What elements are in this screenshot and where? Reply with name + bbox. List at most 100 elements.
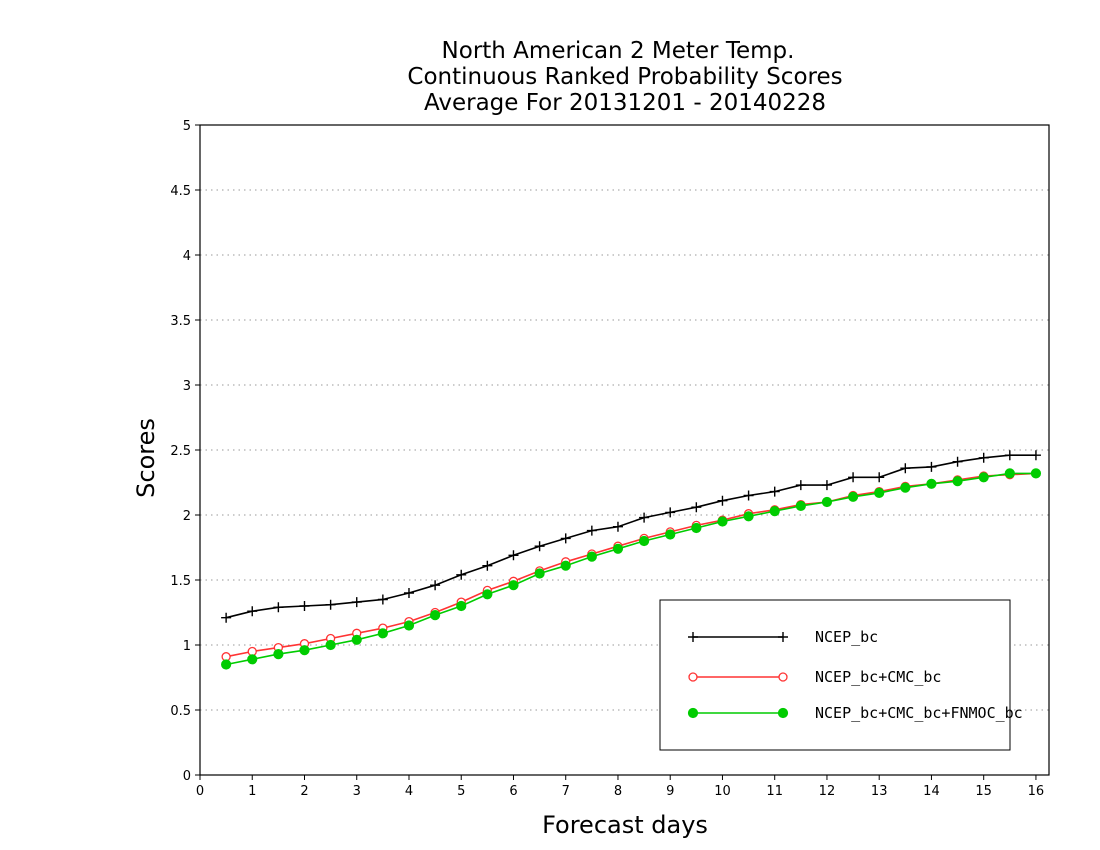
series-3-point — [795, 500, 806, 511]
legend-label: NCEP_bc — [815, 628, 878, 646]
x-tick-label: 12 — [819, 784, 836, 799]
legend-item-3: NCEP_bc+CMC_bc+FNMOC_bc — [687, 704, 1023, 722]
y-tick-label: 1 — [183, 639, 191, 654]
y-tick-label: 3.5 — [170, 314, 191, 329]
series-3-point — [821, 496, 833, 508]
series-3-point — [978, 472, 989, 483]
chart-title-line-1: North American 2 Meter Temp. — [442, 38, 795, 64]
x-axis-title: Forecast days — [542, 811, 708, 839]
series-3-point — [900, 482, 911, 493]
x-tick-label: 8 — [614, 784, 622, 799]
series-1-point — [769, 486, 780, 497]
legend-item-2: NCEP_bc+CMC_bc — [688, 668, 941, 686]
y-tick-label: 0 — [183, 769, 191, 784]
x-tick-label: 9 — [666, 784, 674, 799]
series-3-point — [247, 654, 258, 665]
x-tick-label: 5 — [457, 784, 465, 799]
series-1-point — [821, 480, 832, 491]
series-1-point — [508, 550, 519, 561]
chart-title-line-3: Average For 20131201 - 20140228 — [424, 90, 826, 116]
x-tick-label: 2 — [300, 784, 308, 799]
y-axis: 0 0.5 1 1.5 2 2.5 3 3.5 4 4.5 5 — [170, 119, 200, 784]
series-3-point — [273, 649, 284, 660]
series-1-point — [1004, 450, 1015, 461]
series-3-point — [717, 516, 728, 527]
x-tick-label: 13 — [871, 784, 888, 799]
x-tick-label: 7 — [562, 784, 570, 799]
x-tick-label: 14 — [923, 784, 940, 799]
x-tick-label: 1 — [248, 784, 256, 799]
series-3-point — [430, 610, 441, 621]
series-1-point — [717, 495, 728, 506]
y-tick-label: 5 — [183, 119, 191, 134]
x-axis: 0 1 2 3 4 5 6 7 8 9 10 11 12 13 14 15 16 — [196, 775, 1044, 799]
chart-title-line-2: Continuous Ranked Probability Scores — [407, 64, 842, 90]
legend-marker — [688, 632, 698, 642]
legend-items: NCEP_bc NCEP_bc+CMC_bc NCEP_bc+CMC_bc+FNMO… — [687, 628, 1023, 722]
series-1-point — [743, 490, 754, 501]
series-1 — [221, 450, 1041, 623]
chart-title: North American 2 Meter Temp. Continuous … — [407, 38, 842, 116]
legend-marker — [778, 632, 788, 642]
series-3-point — [351, 634, 362, 645]
series-1-point — [691, 502, 702, 513]
series-1-point — [665, 507, 676, 518]
series-3-point — [456, 600, 467, 612]
series-3-point — [1030, 468, 1042, 479]
series-1-point — [534, 541, 545, 552]
legend-label: NCEP_bc+CMC_bc+FNMOC_bc — [815, 704, 1023, 722]
series-3-point — [377, 628, 388, 639]
series-3-point — [612, 543, 624, 554]
series-1-point — [482, 560, 493, 571]
series-3-point — [221, 659, 232, 670]
series-3-point — [847, 491, 859, 502]
series-3-point — [691, 522, 702, 534]
series-1-point — [430, 580, 441, 591]
x-tick-label: 3 — [353, 784, 361, 799]
series-1-point — [926, 461, 937, 472]
series-3-point — [638, 535, 650, 547]
y-tick-label: 2 — [183, 509, 191, 524]
series-3-point — [743, 511, 754, 522]
series-1-point — [586, 525, 597, 536]
y-tick-label: 4 — [183, 249, 191, 264]
y-tick-label: 0.5 — [170, 704, 191, 719]
series-1-point — [403, 588, 414, 598]
series-1-point — [273, 602, 284, 613]
series-3-point — [299, 645, 310, 656]
x-tick-label: 16 — [1028, 784, 1045, 799]
series-3-point — [403, 620, 415, 631]
series-3-point — [874, 487, 885, 498]
x-tick-label: 11 — [766, 784, 783, 799]
series-layer — [221, 450, 1042, 670]
series-1-point — [874, 472, 885, 483]
series-1-line — [225, 454, 1036, 619]
x-tick-label: 15 — [975, 784, 992, 799]
series-3-point — [508, 580, 519, 591]
series-1-point — [952, 456, 963, 467]
y-axis-title: Scores — [132, 418, 160, 498]
gridlines — [200, 189, 1049, 711]
series-1-point — [325, 599, 336, 610]
x-tick-label: 10 — [714, 784, 731, 799]
series-1-point — [795, 480, 806, 491]
series-3-point — [586, 551, 597, 562]
legend-marker — [778, 672, 788, 682]
series-1-point — [560, 533, 571, 544]
series-3-point — [325, 639, 336, 651]
series-3-point — [665, 529, 676, 540]
series-1-point — [456, 569, 467, 580]
x-tick-label: 0 — [196, 784, 204, 799]
series-1-point — [848, 472, 859, 483]
legend-box — [659, 599, 1011, 751]
series-1-point — [612, 521, 623, 532]
series-3-point — [952, 476, 963, 487]
legend-marker — [777, 707, 789, 719]
series-1-point — [221, 612, 232, 623]
series-1-point — [377, 594, 388, 605]
legend-marker — [688, 672, 698, 682]
series-3-point — [769, 506, 780, 517]
series-1-point — [247, 606, 258, 617]
series-1-point — [978, 452, 989, 463]
series-3-point — [560, 560, 571, 571]
